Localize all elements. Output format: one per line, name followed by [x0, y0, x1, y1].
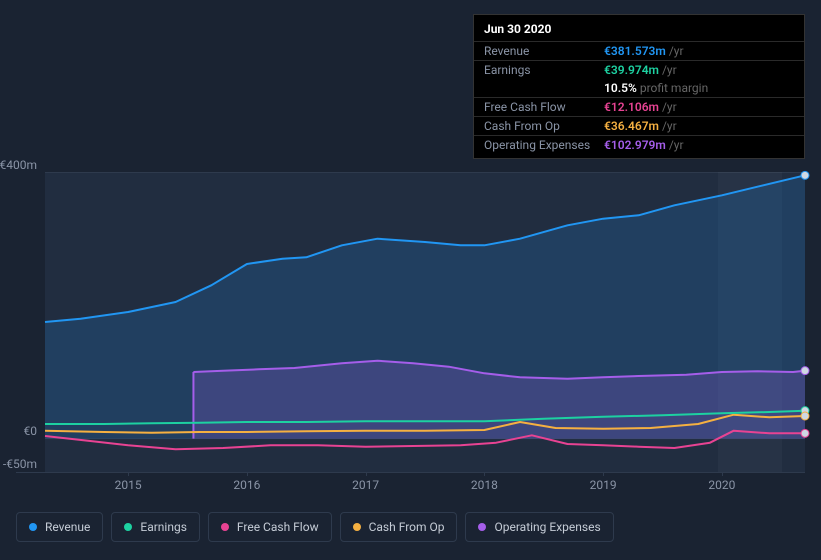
- tooltip-metric-unit: /yr: [662, 119, 677, 133]
- x-tick-mark: [366, 472, 367, 476]
- tooltip-metric-label: Operating Expenses: [484, 138, 604, 152]
- legend-dot-icon: [353, 523, 361, 531]
- legend-dot-icon: [221, 523, 229, 531]
- legend-label: Free Cash Flow: [237, 520, 319, 534]
- tooltip-metric-value: €12.106m: [604, 100, 659, 114]
- tooltip-row: Revenue€381.573m/yr: [474, 41, 804, 60]
- legend-item-fcf[interactable]: Free Cash Flow: [208, 512, 332, 542]
- tooltip-row: Free Cash Flow€12.106m/yr: [474, 97, 804, 116]
- tooltip-row: Operating Expenses€102.979m/yr: [474, 135, 804, 154]
- series-end-marker-cash_from_op: [801, 412, 809, 420]
- tooltip-metric-unit: /yr: [662, 63, 677, 77]
- series-end-marker-fcf: [801, 429, 809, 437]
- tooltip-metric-value: 10.5%: [604, 81, 637, 95]
- legend-item-cash_from_op[interactable]: Cash From Op: [340, 512, 458, 542]
- legend-dot-icon: [124, 523, 132, 531]
- tooltip-row: Cash From Op€36.467m/yr: [474, 116, 804, 135]
- tooltip-metric-value: €36.467m: [604, 119, 659, 133]
- x-tick-mark: [722, 472, 723, 476]
- y-axis-label: €400m: [0, 158, 37, 172]
- legend-item-opex[interactable]: Operating Expenses: [465, 512, 613, 542]
- tooltip-metric-label: Earnings: [484, 63, 604, 77]
- x-axis-label: 2018: [471, 478, 498, 492]
- legend-label: Cash From Op: [369, 520, 445, 534]
- x-tick-mark: [603, 472, 604, 476]
- legend-label: Revenue: [45, 520, 90, 534]
- y-axis-label: -€50m: [0, 457, 37, 471]
- x-axis-label: 2015: [115, 478, 142, 492]
- x-axis-label: 2016: [233, 478, 260, 492]
- y-axis-label: €0: [0, 424, 37, 438]
- tooltip-date: Jun 30 2020: [474, 19, 804, 41]
- chart-tooltip: Jun 30 2020 Revenue€381.573m/yrEarnings€…: [473, 14, 805, 159]
- tooltip-metric-value: €39.974m: [604, 63, 659, 77]
- tooltip-row: 10.5%profit margin: [474, 79, 804, 97]
- tooltip-metric-label: Cash From Op: [484, 119, 604, 133]
- x-tick-mark: [128, 472, 129, 476]
- tooltip-metric-value: €381.573m: [604, 44, 666, 58]
- tooltip-metric-value: €102.979m: [604, 138, 666, 152]
- chart-legend: Revenue Earnings Free Cash Flow Cash From O…: [16, 512, 614, 542]
- x-tick-mark: [484, 472, 485, 476]
- legend-label: Operating Expenses: [494, 520, 600, 534]
- series-end-marker-opex: [801, 367, 809, 375]
- x-axis-label: 2019: [590, 478, 617, 492]
- legend-label: Earnings: [140, 520, 187, 534]
- legend-dot-icon: [29, 523, 37, 531]
- legend-item-revenue[interactable]: Revenue: [16, 512, 103, 542]
- tooltip-row: Earnings€39.974m/yr: [474, 60, 804, 79]
- tooltip-metric-unit: /yr: [669, 138, 684, 152]
- chart-svg: [45, 172, 805, 472]
- tooltip-metric-label: Revenue: [484, 44, 604, 58]
- tooltip-metric-unit: /yr: [662, 100, 677, 114]
- legend-dot-icon: [478, 523, 486, 531]
- legend-item-earnings[interactable]: Earnings: [111, 512, 200, 542]
- tooltip-metric-unit: /yr: [669, 44, 684, 58]
- x-axis-label: 2017: [352, 478, 379, 492]
- series-end-marker-revenue: [801, 171, 809, 179]
- x-tick-mark: [247, 472, 248, 476]
- x-axis: [16, 472, 805, 473]
- tooltip-metric-label: Free Cash Flow: [484, 100, 604, 114]
- tooltip-metric-unit: profit margin: [640, 81, 708, 95]
- x-axis-label: 2020: [708, 478, 735, 492]
